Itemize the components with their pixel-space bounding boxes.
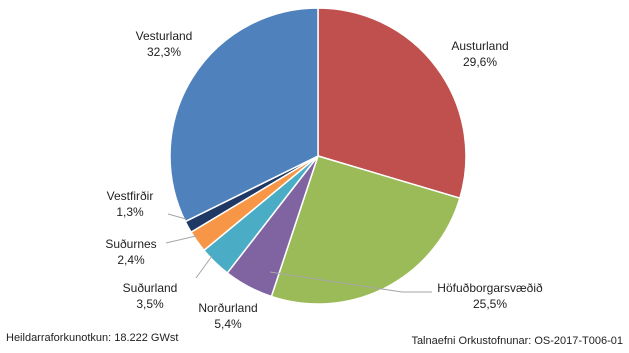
slice-label-norðurland: Norðurland bbox=[198, 301, 257, 315]
slice-value-suðurland: 3,5% bbox=[136, 297, 164, 311]
slice-value-austurland: 29,6% bbox=[463, 55, 497, 69]
pie-slice-vesturland bbox=[169, 7, 319, 223]
slice-label-suðurnes: Suðurnes bbox=[105, 237, 156, 251]
slice-value-höfuðborgarsvæðið: 25,5% bbox=[473, 297, 507, 311]
leader-line-höfuðborgarsvæðið bbox=[269, 271, 432, 293]
slice-value-vesturland: 32,3% bbox=[147, 45, 181, 59]
slice-label-suðurland: Suðurland bbox=[123, 281, 178, 295]
slice-value-suðurnes: 2,4% bbox=[117, 253, 145, 267]
pie-slice-höfuðborgarsvæðið bbox=[270, 155, 461, 305]
slice-value-vestfirðir: 1,3% bbox=[116, 205, 144, 219]
slice-label-austurland: Austurland bbox=[451, 39, 508, 53]
slice-label-vesturland: Vesturland bbox=[136, 29, 193, 43]
total-consumption-note: Heildarraforkunotkun: 18.222 GWst bbox=[6, 332, 179, 344]
pie-slice-austurland bbox=[317, 7, 467, 200]
slice-label-höfuðborgarsvæðið: Höfuðborgarsvæðið bbox=[437, 281, 543, 295]
slice-label-vestfirðir: Vestfirðir bbox=[107, 189, 154, 203]
leader-line-suðurnes bbox=[165, 235, 197, 244]
leader-line-suðurland bbox=[195, 255, 213, 279]
slice-value-norðurland: 5,4% bbox=[214, 317, 242, 331]
source-note: Talnaefni Orkustofnunar: OS-2017-T006-01 bbox=[411, 335, 623, 347]
leader-line-vestfirðir bbox=[167, 213, 187, 220]
